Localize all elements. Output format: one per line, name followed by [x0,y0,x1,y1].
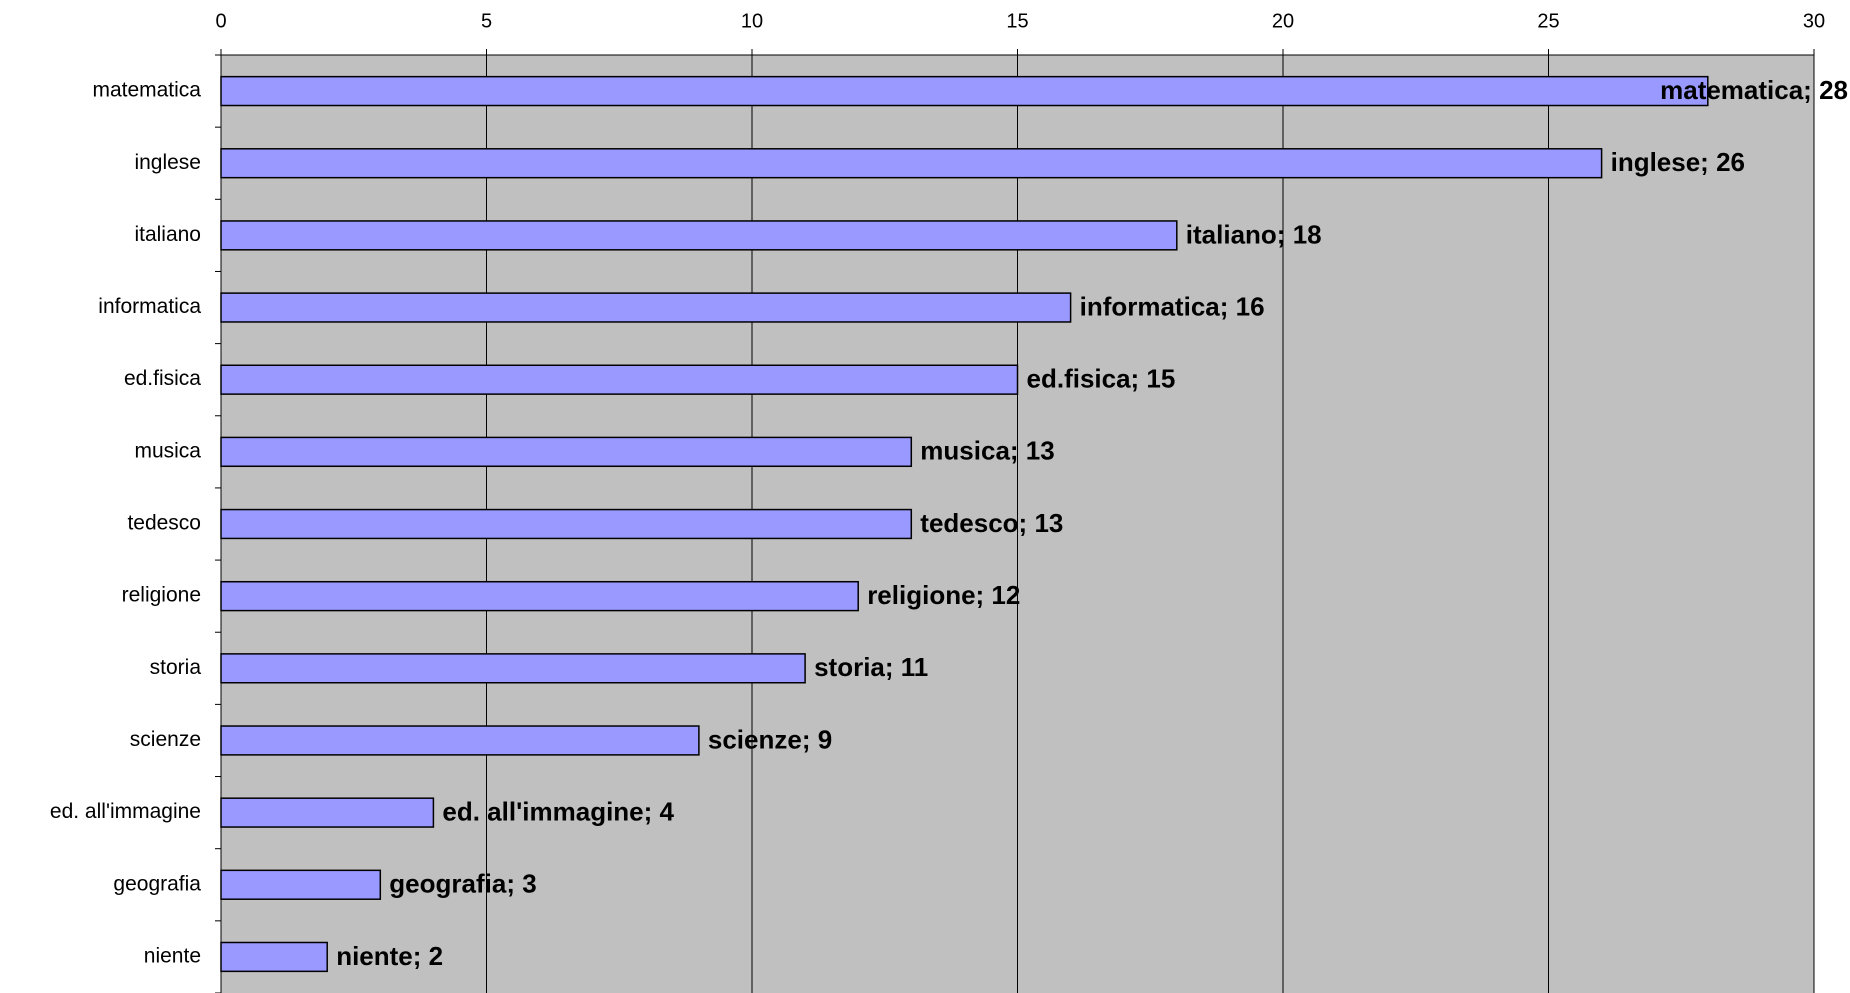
x-tick-label: 0 [215,10,226,32]
y-tick-label: matematica [92,79,201,102]
y-tick-label: informatica [98,295,201,318]
data-label: scienze; 9 [708,724,832,754]
bar [220,364,1019,395]
x-tick-label: 5 [481,10,492,32]
x-tick-label: 10 [741,10,763,32]
y-tick-label: geografia [113,872,201,895]
data-label: storia; 11 [814,652,928,682]
x-tick-label: 25 [1537,10,1559,32]
bar [220,148,1603,179]
data-label: geografia; 3 [389,869,536,899]
y-tick-label: storia [150,656,202,679]
data-label: ed. all'immagine; 4 [442,796,674,826]
data-label: musica; 13 [920,436,1054,466]
y-tick-label: scienze [130,728,201,751]
data-label: matematica; 28 [1660,75,1848,105]
y-tick-label: religione [122,584,201,607]
x-tick-label: 15 [1006,10,1028,32]
bar [220,941,328,973]
y-tick-label: ed. all'immagine [50,800,201,823]
x-tick-label: 30 [1803,10,1825,32]
y-tick-label: musica [134,439,201,462]
bar [220,725,700,756]
bar [220,653,806,684]
bar [220,220,1178,251]
data-label: niente; 2 [336,941,443,971]
y-tick-label: niente [144,944,201,967]
bar [220,436,913,468]
bar [220,869,382,900]
data-label: inglese; 26 [1611,147,1745,177]
data-label: tedesco; 13 [920,508,1063,538]
y-tick-label: inglese [134,151,201,174]
bar [220,508,913,540]
bar [220,75,1709,107]
y-tick-label: italiano [134,223,201,246]
bar [220,797,435,828]
bar [220,292,1072,323]
data-label: italiano; 18 [1186,219,1322,249]
y-tick-label: tedesco [127,512,201,535]
bar [220,580,859,612]
data-label: religione; 12 [867,580,1020,610]
x-tick-label: 20 [1272,10,1294,32]
y-tick-label: ed.fisica [124,367,201,390]
data-label: informatica; 16 [1080,291,1265,321]
data-label: ed.fisica; 15 [1027,364,1176,394]
